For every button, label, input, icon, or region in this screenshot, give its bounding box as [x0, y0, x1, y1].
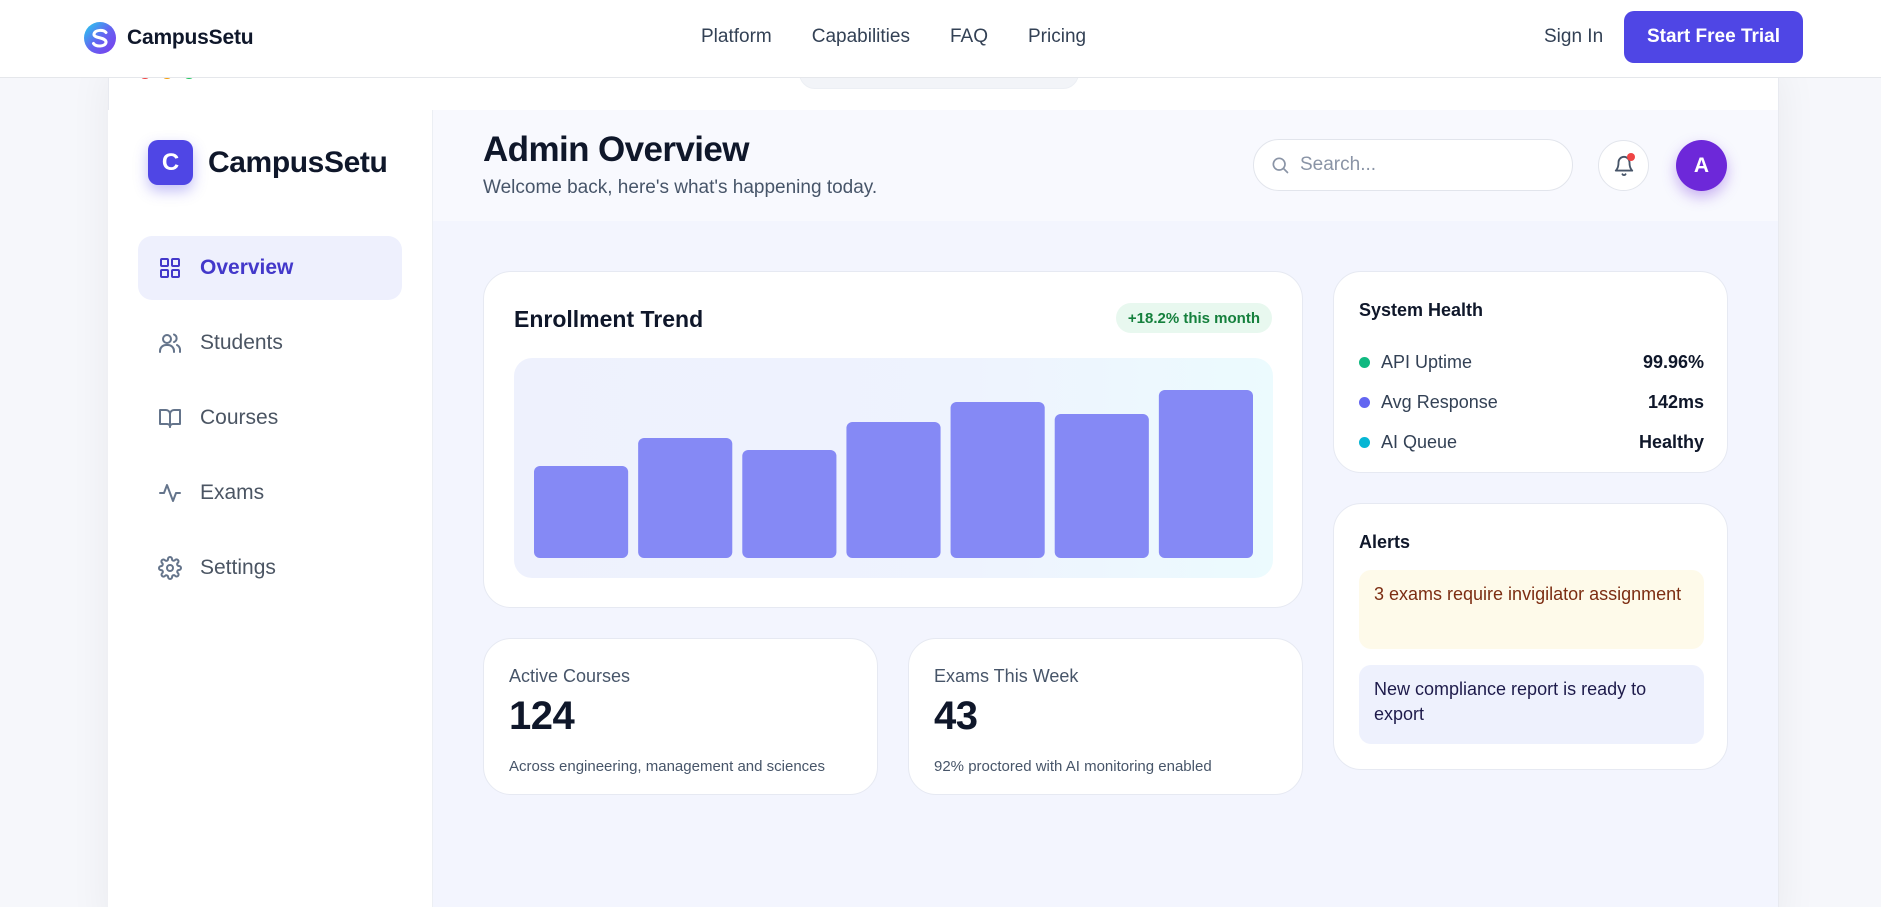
enrollment-bar-chart — [534, 390, 1253, 558]
sidebar-brand-name: CampusSetu — [208, 145, 388, 179]
health-list: API Uptime 99.96% Avg Response 142ms AI … — [1359, 342, 1704, 462]
enrollment-bar-5 — [950, 402, 1045, 558]
health-value: Healthy — [1638, 431, 1704, 452]
status-dot — [1359, 436, 1370, 448]
notification-indicator — [1627, 153, 1635, 161]
status-dot — [1359, 396, 1370, 408]
page-title: Admin Overview — [483, 130, 749, 169]
search-input[interactable] — [1300, 154, 1550, 176]
enrollment-bar-7 — [1158, 390, 1253, 558]
nav-link-platform[interactable]: Platform — [701, 26, 772, 47]
enrollment-bar-2 — [638, 438, 733, 558]
sidebar-item-label: Students — [200, 331, 283, 354]
sidebar-item-label: Settings — [200, 556, 276, 579]
gear-icon — [158, 556, 182, 580]
users-icon — [159, 333, 182, 353]
health-row-ai-queue: AI Queue Healthy — [1359, 422, 1704, 462]
search-box[interactable] — [1253, 139, 1573, 191]
exams-this-week-card: Exams This Week 43 92% proctored with AI… — [908, 638, 1303, 795]
activity-icon — [159, 484, 181, 502]
alert-compliance-report[interactable]: New compliance report is ready to export — [1359, 665, 1704, 744]
page-subtitle: Welcome back, here's what's happening to… — [483, 177, 878, 198]
health-value: 99.96% — [1642, 351, 1704, 372]
health-row-api-uptime: API Uptime 99.96% — [1359, 342, 1704, 382]
enrollment-trend-card: Enrollment Trend +18.2% this month — [483, 271, 1303, 608]
health-label: API Uptime — [1381, 351, 1473, 372]
sidebar-logo: C — [148, 140, 193, 185]
sidebar-brand: C CampusSetu — [148, 140, 388, 185]
sidebar-item-overview[interactable]: Overview — [138, 236, 402, 300]
grid-icon — [160, 258, 180, 278]
alerts-title: Alerts — [1359, 532, 1411, 552]
avatar[interactable]: A — [1676, 140, 1727, 191]
system-health-card: System Health API Uptime 99.96% Avg Resp… — [1333, 271, 1728, 473]
sidebar-item-label: Exams — [200, 481, 265, 504]
stat-note: 92% proctored with AI monitoring enabled — [934, 758, 1212, 775]
top-navbar: CampusSetu Platform Capabilities FAQ Pri… — [0, 0, 1881, 78]
enrollment-bar-1 — [534, 466, 629, 558]
enrollment-bar-6 — [1054, 414, 1149, 558]
notifications-button[interactable] — [1598, 140, 1649, 191]
stat-note: Across engineering, management and scien… — [509, 758, 826, 775]
stat-value: 124 — [509, 694, 575, 738]
sidebar-item-label: Courses — [200, 406, 279, 429]
main-content: Admin Overview Welcome back, here's what… — [433, 110, 1778, 907]
site-brand-name: CampusSetu — [127, 26, 254, 49]
enrollment-bar-4 — [846, 422, 941, 558]
sidebar-item-label: Overview — [200, 256, 294, 279]
trend-badge: +18.2% this month — [1115, 303, 1272, 333]
enrollment-title: Enrollment Trend — [514, 306, 704, 332]
search-icon — [1272, 157, 1289, 174]
campussetu-logo-icon — [84, 22, 116, 54]
health-row-avg-response: Avg Response 142ms — [1359, 382, 1704, 422]
primary-nav: Platform Capabilities FAQ Pricing — [701, 26, 1086, 48]
bell-icon — [1614, 155, 1633, 176]
health-label: Avg Response — [1381, 391, 1498, 412]
enrollment-chart — [514, 358, 1273, 578]
start-free-trial-button[interactable]: Start Free Trial — [1624, 11, 1803, 63]
sidebar-item-exams[interactable]: Exams — [138, 461, 402, 525]
sign-in-link[interactable]: Sign In — [1544, 26, 1604, 47]
page-header: Admin Overview Welcome back, here's what… — [433, 110, 1778, 221]
system-health-title: System Health — [1359, 300, 1484, 320]
nav-link-capabilities[interactable]: Capabilities — [811, 26, 910, 47]
active-courses-card: Active Courses 124 Across engineering, m… — [483, 638, 878, 795]
stat-label: Exams This Week — [934, 666, 1079, 686]
site-brand[interactable]: CampusSetu — [83, 21, 254, 55]
alerts-card: Alerts 3 exams require invigilator assig… — [1333, 503, 1728, 770]
sidebar-menu: Overview Students Courses Exams — [138, 236, 402, 611]
health-label: AI Queue — [1381, 431, 1458, 452]
nav-link-pricing[interactable]: Pricing — [1028, 26, 1087, 47]
alert-invigilator[interactable]: 3 exams require invigilator assignment — [1359, 570, 1704, 649]
stat-label: Active Courses — [509, 666, 631, 686]
nav-link-faq[interactable]: FAQ — [949, 26, 988, 47]
sidebar-item-settings[interactable]: Settings — [138, 536, 402, 600]
health-value: 142ms — [1647, 391, 1704, 412]
enrollment-bar-3 — [742, 450, 837, 558]
sidebar: C CampusSetu Overview Students Courses — [108, 110, 433, 907]
book-icon — [159, 409, 181, 428]
status-dot — [1359, 356, 1370, 368]
sidebar-item-courses[interactable]: Courses — [138, 386, 402, 450]
sidebar-item-students[interactable]: Students — [138, 311, 402, 375]
stat-value: 43 — [934, 694, 978, 738]
